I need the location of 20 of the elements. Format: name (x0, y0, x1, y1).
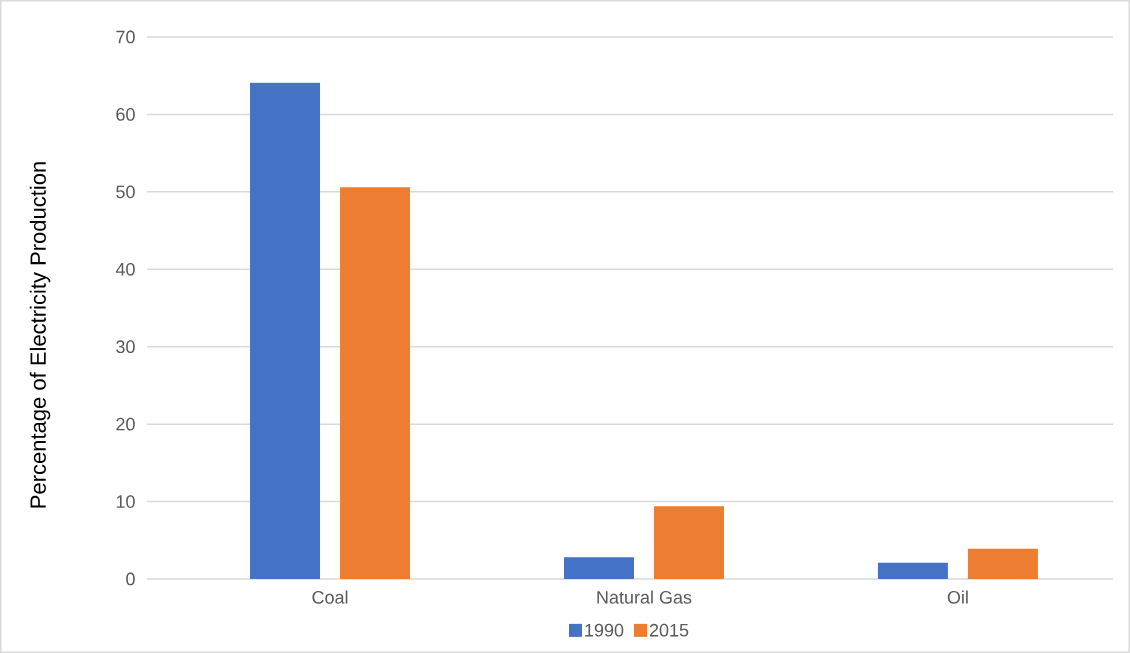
y-tick-label: 70 (116, 30, 135, 44)
x-tick-label: Coal (312, 590, 348, 604)
y-tick-label: 60 (116, 108, 135, 121)
bar (563, 557, 634, 579)
bar (653, 506, 724, 579)
bar (967, 548, 1038, 579)
x-tick-label: Oil (947, 590, 968, 604)
legend-label: 2015 (649, 623, 689, 637)
bar (877, 562, 948, 579)
y-tick-label: 40 (115, 262, 135, 276)
bar (340, 187, 411, 579)
bar (250, 82, 321, 579)
y-tick-label: 10 (116, 495, 135, 508)
legend-label: 1990 (585, 623, 624, 637)
y-axis-title: Percentage of Electricity Production (29, 162, 51, 508)
y-tick-label: 20 (116, 417, 135, 431)
y-tick-label: 50 (116, 185, 135, 199)
y-tick-label: 30 (116, 340, 135, 354)
x-tick-label: Natural Gas (597, 590, 692, 604)
y-tick-label: 0 (126, 572, 135, 586)
